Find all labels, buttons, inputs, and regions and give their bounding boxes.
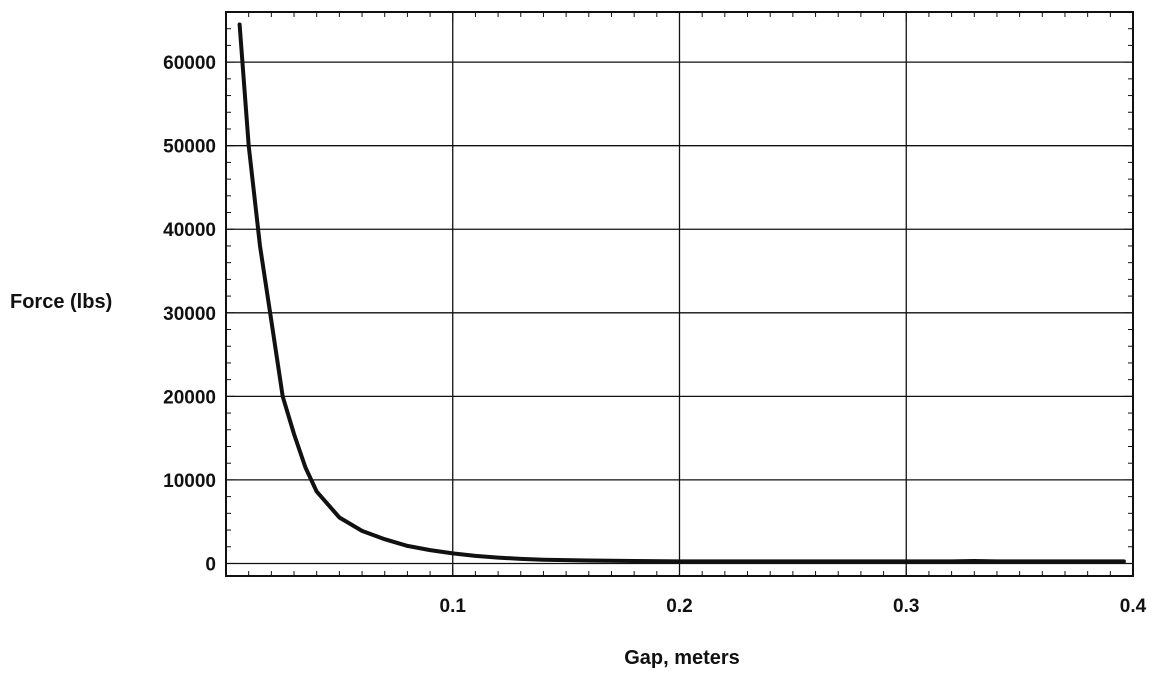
x-tick-labels: 0.1 0.2 0.3 0.4 (440, 596, 1147, 617)
axis-ticks (225, 12, 1134, 576)
x-tick-label: 0.3 (893, 596, 919, 617)
y-tick-label: 20000 (163, 387, 216, 408)
y-tick-label: 30000 (163, 304, 216, 325)
force-curve-line (237, 22, 1126, 564)
x-axis-title: Gap, meters (624, 647, 740, 669)
y-tick-label: 10000 (163, 471, 216, 492)
y-tick-label: 60000 (163, 53, 216, 74)
y-tick-labels: 0 10000 20000 30000 40000 50000 60000 (163, 53, 216, 575)
y-tick-label: 40000 (163, 220, 216, 241)
x-tick-label: 0.4 (1120, 596, 1147, 617)
x-tick-label: 0.2 (666, 596, 692, 617)
y-tick-label: 0 (205, 554, 216, 575)
y-tick-label: 50000 (163, 137, 216, 158)
grid-lines (226, 12, 1134, 576)
x-tick-label: 0.1 (440, 596, 467, 617)
y-axis-title: Force (lbs) (10, 291, 112, 313)
